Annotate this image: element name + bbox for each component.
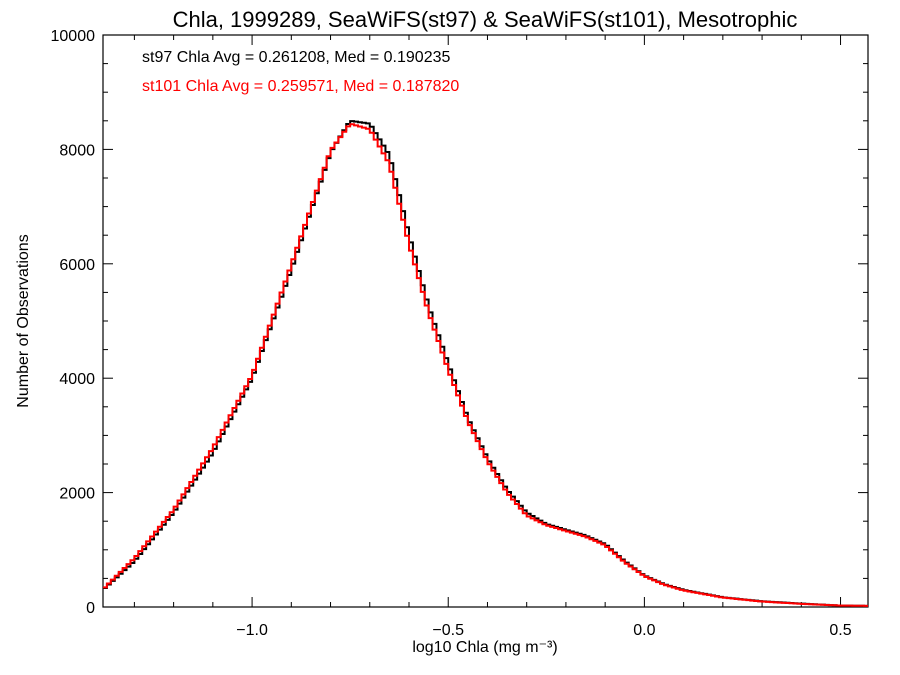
y-tick-label: 8000: [59, 142, 95, 159]
series-line-0: [103, 120, 868, 607]
x-tick-label: −0.5: [432, 622, 464, 639]
x-axis: −1.0 −0.5 0.0 0.5: [133, 35, 852, 639]
series-layer: [103, 120, 868, 607]
x-tick-label: 0.0: [633, 622, 655, 639]
y-axis: 0 2000 4000 6000 8000 10000: [51, 28, 868, 617]
y-tick-label: 6000: [59, 257, 95, 274]
chart-title: Chla, 1999289, SeaWiFS(st97) & SeaWiFS(s…: [173, 7, 798, 32]
y-axis-label: Number of Observations: [15, 234, 32, 407]
y-tick-label: 10000: [51, 28, 96, 45]
x-axis-label: log10 Chla (mg m⁻³): [412, 639, 557, 656]
annotation-st97: st97 Chla Avg = 0.261208, Med = 0.190235: [142, 49, 450, 66]
y-tick-label: 0: [86, 600, 95, 617]
x-tick-label: 0.5: [829, 622, 851, 639]
y-tick-label: 4000: [59, 371, 95, 388]
x-tick-label: −1.0: [236, 622, 268, 639]
y-tick-label: 2000: [59, 486, 95, 503]
series-line-1: [103, 123, 868, 607]
plot-frame: [102, 34, 869, 608]
annotation-st101: st101 Chla Avg = 0.259571, Med = 0.18782…: [142, 78, 459, 95]
